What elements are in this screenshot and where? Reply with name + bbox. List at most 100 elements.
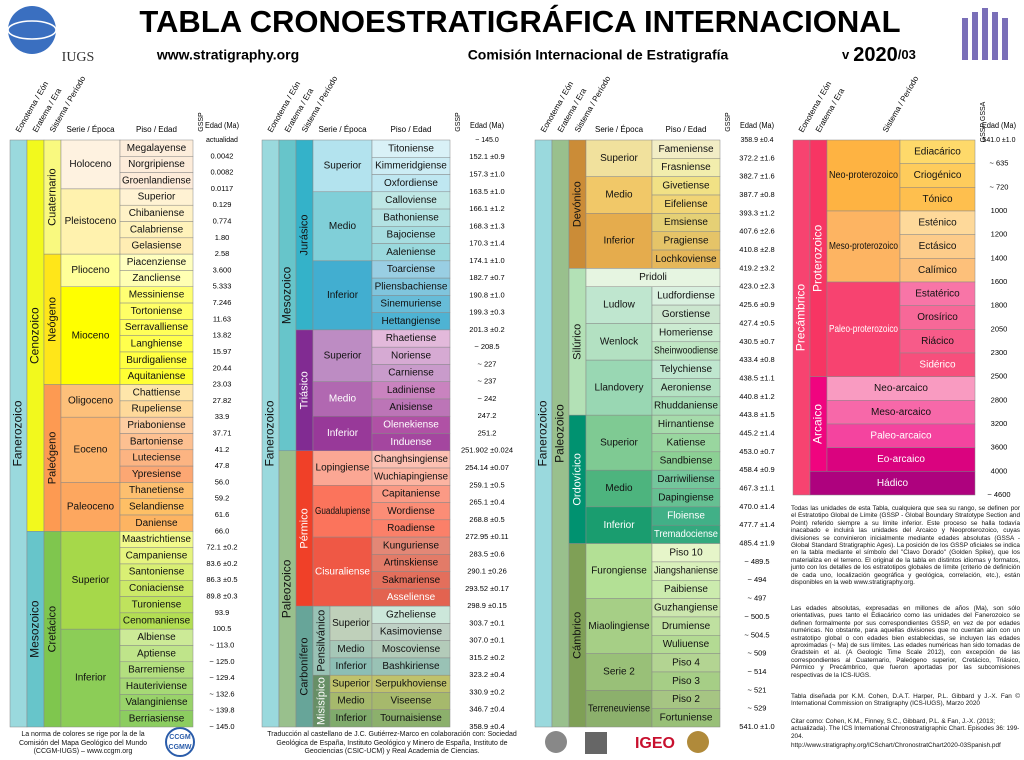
age-label: 323.2 ±0.4 [469,670,504,679]
column-header: Edad (Ma) [470,121,504,130]
age-label: 20.44 [213,363,232,372]
unit-label: Mioceno [72,330,110,341]
age-label: ~ 227 [478,359,497,368]
unit-cell [585,359,653,416]
age-label: 438.5 ±1.1 [739,373,774,382]
column-header: Serie / Época [318,125,367,134]
unit-label: Silúrico [571,324,583,360]
age-label: 443.8 ±1.5 [739,410,774,419]
stage-label: Artinskiense [384,558,439,569]
age-label: 268.8 ±0.5 [469,515,504,524]
age-label: ~ 125.0 [209,657,234,666]
note: http://www.stratigraphy.org/ICSchart/Chr… [791,742,1001,749]
stage-label: Anisiense [389,402,433,413]
stage-label: Toarciense [387,264,436,275]
stage-label: Rhuddaniense [654,401,718,412]
age-label: 423.0 ±2.3 [739,282,774,291]
unit-label: Carbonífero [298,638,310,696]
stage-label: Bajociense [387,230,436,241]
age-label: 254.14 ±0.07 [465,463,509,472]
age-label: 0.0042 [211,151,234,160]
unit-label: Triásico [298,371,310,409]
age-label: 453.0 ±0.7 [739,447,774,456]
age-label: ~ 514 [748,667,767,676]
iugs-globe [8,6,56,54]
stage-label: Meso-arcaico [871,407,931,418]
colors-note: La norma de colores se rige por la de la… [18,731,148,755]
stage-label: Viseense [391,696,432,707]
age-label: 1.80 [215,233,230,242]
age-label: ~ 129.4 [209,673,234,682]
unit-label: Superior [600,153,638,164]
age-label: 33.9 [215,412,230,421]
unit-label: Superior [72,575,110,586]
age-label: 430.5 ±0.7 [739,337,774,346]
column-header: Edad (Ma) [982,121,1016,130]
stage-label: Induense [390,437,432,448]
stage-label: Berriasiense [129,713,185,724]
age-label: 199.3 ±0.3 [469,308,504,317]
stage-cell [809,471,976,496]
unit-cell [60,531,121,630]
stage-label: Groenlandiense [122,175,191,186]
age-label: 190.8 ±1.0 [469,290,504,299]
age-label: 0.774 [213,217,232,226]
unit-cell [60,482,121,532]
stage-label: Pliensbachiense [375,281,448,292]
stage-label: Eo-arcaico [877,454,925,465]
age-label: 307.0 ±0.1 [469,636,504,645]
stage-label: Sinemuriense [380,299,442,310]
stage-label: Burdigaliense [126,355,187,366]
stage-label: Aptiense [137,648,176,659]
age-label: 3600 [991,443,1008,452]
unit-cell [312,139,373,193]
age-label: 445.2 ±1.4 [739,428,774,437]
stage-label: Piso 2 [672,694,700,705]
age-label: 330.9 ±0.2 [469,687,504,696]
stage-label: Sheinwoodiense [654,346,718,357]
age-label: 93.9 [215,608,230,617]
unit-label: Inferior [327,428,359,439]
stage-label: Superior [138,192,176,203]
age-label: ~ 521 [748,685,767,694]
column-header: GSSP [455,112,462,132]
unit-label: Medio [605,483,633,494]
age-label: 13.82 [213,331,232,340]
stage-label: Wordiense [387,506,435,517]
unit-label: Lopingiense [316,463,370,474]
age-label: ~ 504.5 [744,630,769,639]
stage-label: Barremiense [128,665,185,676]
stage-label: Pragiense [663,236,708,247]
stage-label: Sandbiense [660,456,713,467]
stage-label: Piso 4 [672,657,700,668]
stage-label: Tónico [922,194,952,205]
age-label: ~ 529 [748,704,767,713]
age-label: 303.7 ±0.1 [469,618,504,627]
stage-label: Sidérico [919,359,956,370]
stage-label: Riácico [921,336,954,347]
unit-label: Misisípico [315,677,327,725]
unit-cell [585,690,653,728]
logo-text: IUGS [62,50,95,65]
stage-label: Hauteriviense [126,681,188,692]
age-label: 1200 [991,230,1008,239]
age-label: 2300 [991,348,1008,357]
age-label: ~ 132.6 [209,689,234,698]
unit-label: Medio [337,696,365,707]
stage-label: Priaboniense [127,420,186,431]
unit-label: Cretácico [46,606,58,652]
stage-label: Aaleniense [386,247,436,258]
age-label: ~ 500.5 [744,612,769,621]
unit-label: Inferior [603,520,635,531]
stage-label: Drumiense [662,621,711,632]
stage-label: Roadiense [387,523,435,534]
stage-label: Santoniense [129,567,185,578]
age-label: 358.9 ±0.4 [740,137,773,144]
version-prefix: v [842,47,850,62]
age-label: 3.600 [213,265,232,274]
age-label: 427.4 ±0.5 [739,318,774,327]
stage-label: Norgripiense [128,159,185,170]
unit-cell [60,188,121,255]
age-label: 1800 [991,301,1008,310]
